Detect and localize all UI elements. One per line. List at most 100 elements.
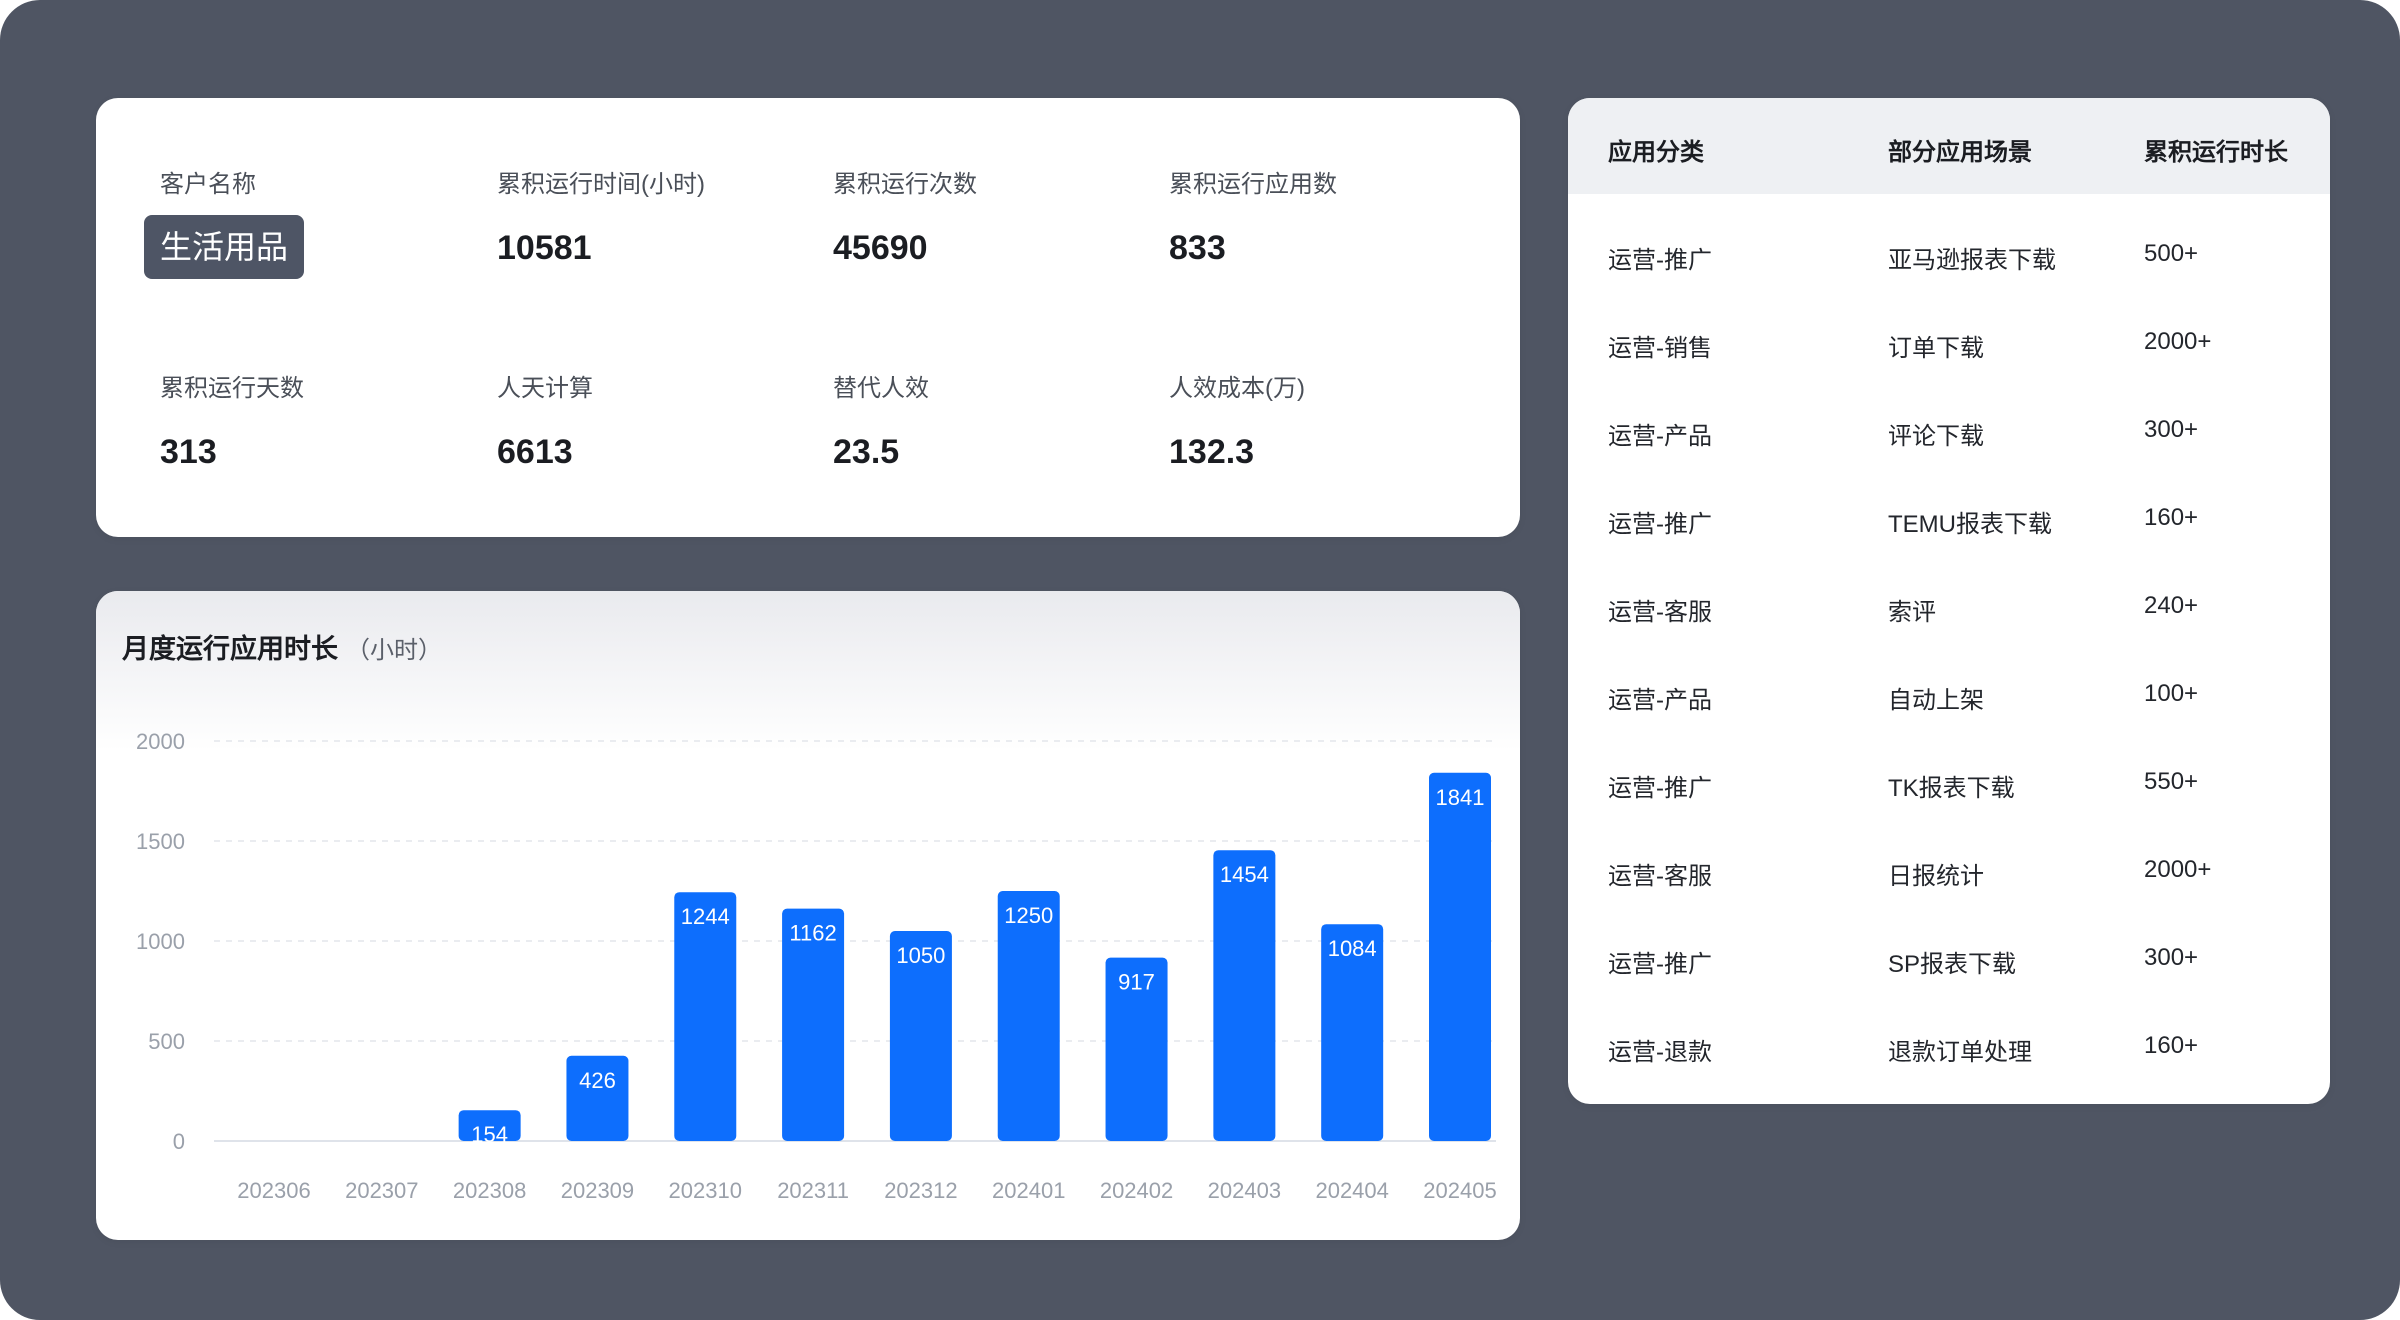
bar (566, 1055, 629, 1141)
stat-customer: 客户名称 生活用品 (144, 164, 305, 279)
bar-value-label: 1454 (1220, 862, 1269, 887)
column-header-scenario[interactable]: 部分应用场景 (1888, 139, 2032, 166)
stat-replacement-efficiency: 替代人效 23.5 (833, 368, 929, 472)
bar (1213, 850, 1276, 1141)
bar (782, 908, 845, 1141)
cell-runtime: 300+ (2144, 416, 2199, 443)
column-header-runtime[interactable]: 累积运行时长 (2144, 139, 2288, 166)
bar (997, 891, 1060, 1141)
x-tick-label: 202404 (1315, 1178, 1388, 1203)
cell-runtime: 550+ (2144, 768, 2199, 795)
x-tick-label: 202405 (1423, 1178, 1496, 1203)
bar (674, 892, 737, 1141)
stat-label: 累积运行天数 (160, 375, 304, 402)
stat-label: 累积运行次数 (833, 171, 977, 198)
chart-header-gradient (96, 591, 1520, 751)
bar-value-label: 426 (579, 1068, 616, 1093)
cell-category: 运营-产品 (1608, 687, 1712, 714)
y-tick-label: 1500 (136, 829, 185, 854)
x-tick-label: 202310 (669, 1178, 742, 1203)
chart-title-text: 月度运行应用时长 (122, 634, 338, 664)
stat-label: 替代人效 (833, 375, 929, 402)
cell-runtime: 100+ (2144, 680, 2199, 707)
bar-value-label: 1050 (896, 943, 945, 968)
bar-value-label: 1244 (681, 904, 730, 929)
chart-unit: （小时） (346, 637, 442, 664)
stat-app-count: 累积运行应用数 833 (1169, 164, 1337, 268)
x-tick-label: 202309 (561, 1178, 634, 1203)
cell-scenario: 自动上架 (1888, 687, 1984, 714)
y-tick-label: 500 (148, 1029, 185, 1054)
cell-runtime: 160+ (2144, 1032, 2199, 1059)
y-tick-label: 2000 (136, 729, 185, 754)
stat-label: 人效成本(万) (1169, 375, 1305, 402)
bar (458, 1110, 521, 1141)
stat-run-count: 累积运行次数 45690 (833, 164, 977, 268)
stat-efficiency-cost: 人效成本(万) 132.3 (1169, 368, 1305, 472)
cell-category: 运营-推广 (1608, 247, 1712, 274)
cell-category: 运营-销售 (1608, 335, 1712, 362)
summary-stats-card: 客户名称 生活用品 累积运行时间(小时) 10581 累积运行次数 45690 … (96, 98, 1520, 537)
cell-scenario: 退款订单处理 (1888, 1039, 2032, 1066)
app-category-table: 应用分类 部分应用场景 累积运行时长 运营-推广 亚马逊报表下载 500+ 运营-销售… (1568, 98, 2330, 1104)
stat-label: 累积运行应用数 (1169, 171, 1337, 198)
customer-label: 客户名称 (160, 171, 256, 198)
x-tick-label: 202308 (453, 1178, 526, 1203)
y-tick-label: 1000 (136, 929, 185, 954)
cell-scenario: 索评 (1888, 599, 1936, 626)
cell-runtime: 240+ (2144, 592, 2199, 619)
stat-label: 人天计算 (497, 375, 593, 402)
stat-person-days: 人天计算 6613 (497, 368, 593, 472)
cell-runtime: 160+ (2144, 504, 2199, 531)
stat-label: 累积运行时间(小时) (497, 171, 705, 198)
stat-value: 833 (1169, 229, 1226, 267)
chart-title: 月度运行应用时长 （小时） (122, 627, 442, 666)
cell-category: 运营-产品 (1608, 423, 1712, 450)
x-tick-label: 202311 (777, 1178, 849, 1203)
cell-runtime: 500+ (2144, 240, 2199, 267)
x-tick-label: 202401 (992, 1178, 1065, 1203)
bar (1429, 772, 1491, 1141)
cell-scenario: 亚马逊报表下载 (1888, 247, 2056, 274)
stat-value: 313 (160, 433, 217, 471)
stat-run-days: 累积运行天数 313 (160, 368, 304, 472)
cell-category: 运营-推广 (1608, 511, 1712, 538)
bar-value-label: 154 (471, 1122, 508, 1147)
cell-runtime: 2000+ (2144, 856, 2212, 883)
cell-runtime: 2000+ (2144, 328, 2212, 355)
cell-scenario: SP报表下载 (1888, 951, 2017, 978)
cell-category: 运营-推广 (1608, 775, 1712, 802)
monthly-runtime-chart-card: 月度运行应用时长 （小时） 0 500 1000 1500 2000 202306 20230… (96, 591, 1520, 1240)
bar-value-label: 1250 (1004, 903, 1053, 928)
table-header: 应用分类 部分应用场景 累积运行时长 (1568, 98, 2330, 194)
stat-run-hours: 累积运行时间(小时) 10581 (497, 164, 705, 268)
bar-value-label: 917 (1118, 970, 1155, 995)
cell-scenario: 评论下载 (1888, 423, 1984, 450)
cell-category: 运营-退款 (1608, 1039, 1712, 1066)
stat-value: 23.5 (833, 433, 900, 471)
cell-scenario: 订单下载 (1888, 335, 1984, 362)
bar-value-label: 1084 (1328, 936, 1377, 961)
column-header-category[interactable]: 应用分类 (1608, 139, 1704, 166)
stat-value: 132.3 (1169, 433, 1255, 471)
bar-chart: 0 500 1000 1500 2000 202306 202307 154 202308 426… (136, 729, 1497, 1203)
cell-category: 运营-客服 (1608, 863, 1712, 890)
stat-value: 45690 (833, 229, 928, 267)
customer-tag[interactable]: 生活用品 (144, 215, 305, 279)
x-tick-label: 202403 (1208, 1178, 1281, 1203)
cell-runtime: 300+ (2144, 944, 2199, 971)
cell-scenario: 日报统计 (1888, 863, 1984, 890)
cell-category: 运营-推广 (1608, 951, 1712, 978)
bar (889, 931, 952, 1141)
bar-value-label: 1841 (1436, 785, 1485, 810)
x-tick-label: 202306 (237, 1178, 310, 1203)
stat-value: 6613 (497, 433, 573, 471)
x-tick-label: 202312 (884, 1178, 957, 1203)
x-tick-label: 202402 (1100, 1178, 1173, 1203)
bar (1321, 924, 1384, 1141)
stat-value: 10581 (497, 229, 592, 267)
bar (1105, 957, 1168, 1141)
cell-category: 运营-客服 (1608, 599, 1712, 626)
bar-value-label: 1162 (789, 921, 836, 946)
